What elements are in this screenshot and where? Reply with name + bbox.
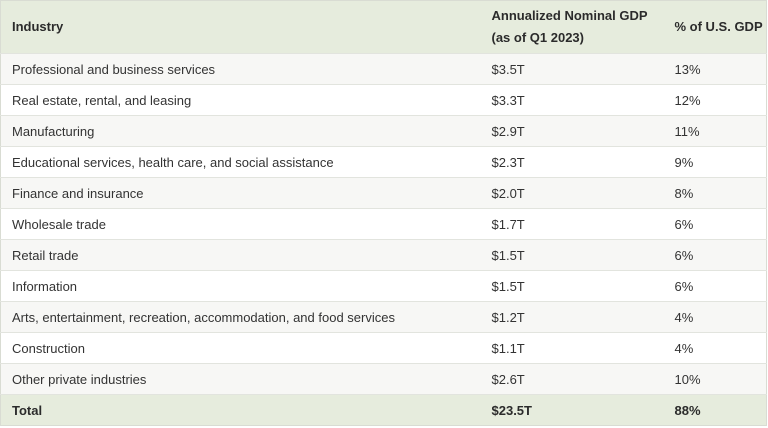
header-industry: Industry	[0, 0, 481, 54]
cell-share: 11%	[663, 115, 767, 147]
cell-industry: Finance and insurance	[0, 177, 481, 209]
cell-gdp: $1.5T	[480, 239, 664, 271]
cell-industry: Arts, entertainment, recreation, accommo…	[0, 301, 481, 333]
cell-share: 10%	[663, 363, 767, 395]
cell-gdp: $2.6T	[480, 363, 664, 395]
cell-industry: Construction	[0, 332, 481, 364]
cell-share: 4%	[663, 301, 767, 333]
cell-share: 13%	[663, 53, 767, 85]
cell-share: 6%	[663, 270, 767, 302]
table-row: Information $1.5T 6%	[0, 270, 767, 302]
total-label: Total	[12, 402, 43, 418]
total-row: Total $23.5T 88%	[0, 394, 767, 426]
cell-share: 12%	[663, 84, 767, 116]
cell-gdp: $1.7T	[480, 208, 664, 240]
cell-industry: Real estate, rental, and leasing	[0, 84, 481, 116]
table-body: Professional and business services $3.5T…	[0, 53, 767, 426]
cell-share: 6%	[663, 239, 767, 271]
header-gdp: Annualized Nominal GDP (as of Q1 2023)	[480, 0, 664, 54]
cell-industry: Wholesale trade	[0, 208, 481, 240]
table-row: Wholesale trade $1.7T 6%	[0, 208, 767, 240]
table-row: Real estate, rental, and leasing $3.3T 1…	[0, 84, 767, 116]
header-row: Industry Annualized Nominal GDP (as of Q…	[0, 0, 767, 54]
cell-industry: Information	[0, 270, 481, 302]
total-share: 88%	[674, 402, 701, 418]
cell-gdp: $1.2T	[480, 301, 664, 333]
cell-share: 8%	[663, 177, 767, 209]
cell-gdp: $1.5T	[480, 270, 664, 302]
cell-industry: Manufacturing	[0, 115, 481, 147]
table-row: Manufacturing $2.9T 11%	[0, 115, 767, 147]
cell-share: 9%	[663, 146, 767, 178]
cell-share: 4%	[663, 332, 767, 364]
table-row: Professional and business services $3.5T…	[0, 53, 767, 85]
header-share: % of U.S. GDP	[663, 0, 767, 54]
cell-industry: Educational services, health care, and s…	[0, 146, 481, 178]
table-row: Arts, entertainment, recreation, accommo…	[0, 301, 767, 333]
table-header: Industry Annualized Nominal GDP (as of Q…	[0, 0, 767, 54]
cell-gdp: $1.1T	[480, 332, 664, 364]
table-row: Other private industries $2.6T 10%	[0, 363, 767, 395]
cell-share: 6%	[663, 208, 767, 240]
total-gdp: $23.5T	[491, 402, 532, 418]
cell-gdp: $2.0T	[480, 177, 664, 209]
cell-gdp: $2.3T	[480, 146, 664, 178]
cell-industry: Professional and business services	[0, 53, 481, 85]
cell-industry: Retail trade	[0, 239, 481, 271]
cell-industry: Other private industries	[0, 363, 481, 395]
cell-gdp: $2.9T	[480, 115, 664, 147]
cell-gdp: $3.3T	[480, 84, 664, 116]
cell-gdp: $3.5T	[480, 53, 664, 85]
table-row: Construction $1.1T 4%	[0, 332, 767, 364]
table-row: Retail trade $1.5T 6%	[0, 239, 767, 271]
table-row: Finance and insurance $2.0T 8%	[0, 177, 767, 209]
table-row: Educational services, health care, and s…	[0, 146, 767, 178]
